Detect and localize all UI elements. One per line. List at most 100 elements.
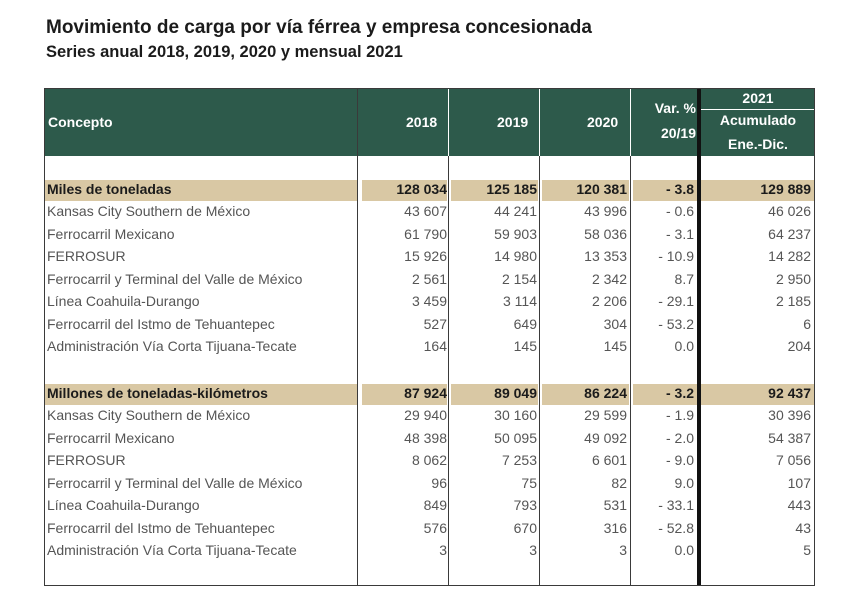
cell-value: 50 095	[494, 429, 537, 446]
header-2019: 2019	[497, 114, 529, 130]
cell-value: 2 206	[591, 293, 627, 309]
cell-value: 14 980	[494, 248, 537, 264]
header-2020: 2020	[587, 114, 619, 130]
cell-value: 145	[513, 338, 537, 354]
table-row: FERROSUR 15 926 14 980 13 353 - 10.9 14 282	[44, 246, 815, 268]
cell-value: 89 049	[494, 385, 537, 401]
cell-value: 8.7	[674, 270, 694, 287]
cell-value: - 3.2	[665, 385, 694, 401]
table-row: Ferrocarril y Terminal del Valle de Méxi…	[44, 473, 815, 495]
header-2021: 2021	[742, 90, 774, 106]
cell-value: 120 381	[576, 181, 627, 197]
cell-value: 2 561	[411, 270, 447, 287]
cell-value: 3	[619, 542, 627, 558]
cell-value: 6 601	[591, 452, 627, 468]
cell-value: - 53.2	[658, 315, 694, 332]
table-row: FERROSUR 8 062 7 253 6 601 - 9.0 7 056	[44, 450, 815, 472]
header-period: Ene.-Dic.	[728, 136, 788, 152]
table-row: Administración Vía Corta Tijuana-Tecate 3…	[44, 540, 815, 562]
cell-value: 2 185	[775, 293, 811, 309]
cell-value: 15 926	[404, 248, 447, 264]
cell-value: - 3.8	[665, 181, 694, 197]
cell-value: 82	[611, 474, 627, 491]
cell-value: 30 160	[494, 407, 537, 423]
cell-value: 527	[423, 315, 447, 332]
cell-value: 43 607	[404, 203, 447, 219]
cell-value: 44 241	[494, 203, 537, 219]
table-row: Ferrocarril Mexicano 61 790 59 903 58 036 - …	[44, 224, 815, 246]
cell-value: - 33.1	[658, 497, 694, 513]
cell-value: 87 924	[404, 385, 447, 401]
table-header: Concepto 2018 2019 2020 Var. % 20/19 202…	[44, 88, 815, 156]
table-row: Ferrocarril del Istmo de Tehuantepec 527 6…	[44, 314, 815, 336]
cell-value: 3	[439, 542, 447, 558]
cell-value: 793	[513, 497, 537, 513]
table-row: Ferrocarril Mexicano 48 398 50 095 49 092 - …	[44, 428, 815, 450]
cell-value: 128 034	[396, 181, 447, 197]
cell-value: 0.0	[674, 542, 694, 558]
cell-value: 145	[603, 338, 627, 354]
cell-value: 48 398	[404, 429, 447, 446]
row-concept: Línea Coahuila-Durango	[47, 293, 200, 309]
cell-value: - 29.1	[658, 293, 694, 309]
cell-value: 531	[603, 497, 627, 513]
cell-value: 29 940	[404, 407, 447, 423]
cell-value: 849	[423, 497, 447, 513]
header-var-line2: 20/19	[660, 125, 696, 141]
cargo-table: Concepto 2018 2019 2020 Var. % 20/19 202…	[44, 88, 815, 586]
page-subtitle: Series anual 2018, 2019, 2020 y mensual …	[46, 43, 403, 61]
table-row: Ferrocarril y Terminal del Valle de Méxi…	[44, 269, 815, 291]
row-concept: Ferrocarril del Istmo de Tehuantepec	[47, 519, 275, 536]
cell-value: 107	[787, 474, 811, 491]
row-concept: Ferrocarril del Istmo de Tehuantepec	[47, 315, 275, 332]
cell-value: 443	[787, 497, 811, 513]
row-concept: Ferrocarril Mexicano	[47, 429, 175, 446]
table-row: Línea Coahuila-Durango 3 459 3 114 2 206 - 2…	[44, 291, 815, 313]
cell-value: 49 092	[584, 429, 627, 446]
cell-value: 14 282	[768, 248, 811, 264]
cell-value: 86 224	[584, 385, 627, 401]
cell-value: 61 790	[404, 225, 447, 242]
cell-value: 64 237	[768, 225, 811, 242]
table-row: Ferrocarril del Istmo de Tehuantepec 576 6…	[44, 518, 815, 540]
table-row: Administración Vía Corta Tijuana-Tecate 1…	[44, 336, 815, 358]
cell-value: - 0.6	[665, 203, 694, 219]
cell-value: - 2.0	[665, 429, 694, 446]
row-concept: Ferrocarril y Terminal del Valle de Méxi…	[47, 474, 303, 491]
cell-value: - 3.1	[665, 225, 694, 242]
header-divider	[701, 109, 815, 110]
cell-value: 7 056	[775, 452, 811, 468]
cell-value: - 9.0	[665, 452, 694, 468]
cell-value: 6	[803, 315, 811, 332]
cell-value: 2 342	[591, 270, 627, 287]
header-var-line1: Var. %	[654, 100, 696, 116]
cell-value: 670	[513, 519, 537, 536]
cell-value: 3 459	[411, 293, 447, 309]
header-acumulado: Acumulado	[719, 112, 797, 128]
cell-value: 54 387	[768, 429, 811, 446]
row-concept: Ferrocarril Mexicano	[47, 225, 175, 242]
section-total-row: Millones de toneladas-kilómetros 87 924 89…	[44, 383, 815, 405]
cell-value: 2 950	[775, 270, 811, 287]
page-title: Movimiento de carga por vía férrea y emp…	[46, 17, 592, 38]
cell-value: - 52.8	[658, 519, 694, 536]
cell-value: 204	[787, 338, 811, 354]
cell-value: 0.0	[674, 338, 694, 354]
row-concept: FERROSUR	[47, 248, 126, 264]
table-border	[44, 88, 815, 586]
cell-value: 3	[529, 542, 537, 558]
cell-value: 92 437	[768, 385, 811, 401]
cell-value: 3 114	[503, 293, 537, 309]
row-concept: Ferrocarril y Terminal del Valle de Méxi…	[47, 270, 303, 287]
cell-value: 9.0	[674, 474, 694, 491]
cell-value: 43	[795, 519, 811, 536]
cell-value: 29 599	[584, 407, 627, 423]
cell-value: 8 062	[411, 452, 447, 468]
cell-value: 649	[513, 315, 537, 332]
row-concept: Kansas City Southern de México	[47, 407, 251, 423]
table-row: Línea Coahuila-Durango 849 793 531 - 33.1 443	[44, 495, 815, 517]
section-total-row: Miles de toneladas 128 034 125 185 120 381 -…	[44, 179, 815, 201]
cell-value: 30 396	[768, 407, 811, 423]
cell-value: - 10.9	[658, 248, 694, 264]
cell-value: 304	[603, 315, 627, 332]
